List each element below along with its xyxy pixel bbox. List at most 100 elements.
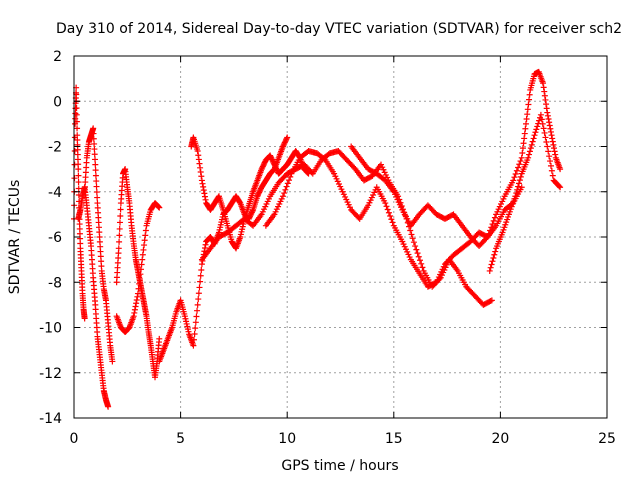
data-point-interp	[409, 235, 416, 242]
data-point-interp	[134, 293, 141, 300]
data-point-interp	[72, 110, 79, 117]
data-point-interp	[511, 174, 518, 181]
data-point-interp	[137, 271, 144, 278]
data-point-interp	[196, 284, 203, 291]
data-point-interp	[552, 151, 559, 158]
data-point-interp	[545, 116, 552, 123]
data-point-interp	[517, 158, 524, 165]
data-point-interp	[524, 106, 531, 113]
data-point-interp	[513, 190, 520, 197]
data-point-interp	[155, 203, 162, 210]
data-point-interp	[487, 297, 494, 304]
data-point	[105, 403, 112, 410]
data-point-interp	[194, 307, 201, 314]
data-point-interp	[549, 135, 556, 142]
data-point	[75, 166, 82, 173]
data-point-interp	[140, 246, 147, 253]
data-point-interp	[198, 173, 205, 180]
data-point-interp	[91, 151, 98, 158]
data-point-interp	[543, 138, 550, 145]
data-point-interp	[287, 173, 294, 180]
data-point-interp	[549, 138, 556, 145]
data-point-interp	[539, 120, 546, 127]
data-point-interp	[197, 272, 204, 279]
data-point	[194, 148, 201, 155]
data-point-interp	[487, 227, 494, 234]
data-point-interp	[519, 145, 526, 152]
y-tick-label: 0	[53, 94, 62, 110]
data-point-interp	[415, 253, 422, 260]
data-point-interp	[92, 156, 99, 163]
data-point-interp	[525, 101, 532, 108]
data-point-interp	[520, 140, 527, 147]
data-point-interp	[132, 303, 139, 310]
data-point-interp	[138, 261, 145, 268]
data-point	[484, 234, 491, 240]
data-point-interp	[546, 153, 553, 160]
data-point-interp	[408, 231, 415, 238]
data-point-interp	[488, 224, 495, 231]
data-point	[540, 80, 547, 87]
data-point-interp	[284, 180, 291, 187]
data-point-interp	[521, 135, 528, 142]
data-point-interp	[73, 118, 80, 125]
data-point-interp	[197, 164, 204, 171]
data-point	[548, 132, 555, 139]
data-point-interp	[74, 125, 81, 132]
data-point-interp	[490, 255, 497, 262]
data-point-interp	[91, 140, 98, 147]
data-point-interp	[197, 278, 204, 285]
data-point-interp	[549, 172, 556, 179]
data-point-interp	[546, 119, 553, 126]
data-point-interp	[93, 178, 100, 185]
data-point-interp	[141, 237, 148, 244]
data-point-interp	[73, 111, 80, 118]
data-point	[382, 200, 389, 207]
data-point-interp	[142, 232, 149, 239]
y-tick-label: -4	[48, 185, 62, 201]
data-point	[198, 177, 205, 184]
data-point-interp	[529, 138, 536, 145]
data-point-interp	[483, 235, 490, 242]
data-point-interp	[556, 183, 563, 190]
data-point	[531, 132, 538, 139]
data-point	[525, 154, 532, 161]
data-point-interp	[94, 194, 101, 201]
data-point-interp	[91, 146, 98, 153]
data-point-interp	[93, 183, 100, 190]
data-point-interp	[516, 161, 523, 168]
data-point-interp	[517, 173, 524, 180]
x-tick-label: 0	[70, 431, 79, 447]
data-point-interp	[547, 158, 554, 165]
data-point-interp	[547, 128, 554, 135]
data-point-interp	[93, 189, 100, 196]
data-point-interp	[383, 203, 390, 210]
data-point-interp	[489, 221, 496, 228]
data-point-interp	[526, 96, 533, 103]
data-point-interp	[526, 91, 533, 98]
data-point-interp	[200, 183, 207, 190]
data-point-interp	[543, 105, 550, 112]
data-point	[134, 290, 141, 297]
y-tick-label: -2	[48, 140, 62, 156]
data-point-interp	[523, 116, 530, 123]
data-point-interp	[524, 111, 531, 118]
data-point-interp	[526, 148, 533, 155]
data-point-interp	[491, 214, 498, 221]
data-point-interp	[131, 309, 138, 316]
data-point	[544, 143, 551, 150]
data-point-interp	[199, 180, 206, 187]
data-point	[90, 125, 97, 132]
data-point-interp	[491, 251, 498, 258]
x-tick-label: 20	[491, 431, 509, 447]
data-point-interp	[541, 129, 548, 136]
x-tick-label: 5	[176, 431, 185, 447]
data-point-interp	[249, 208, 256, 215]
data-point-interp	[192, 325, 199, 332]
data-point-interp	[489, 258, 496, 265]
data-point-interp	[540, 84, 547, 91]
data-point-interp	[527, 145, 534, 152]
data-point-interp	[191, 336, 198, 343]
data-point	[412, 243, 419, 250]
data-point	[109, 358, 116, 365]
